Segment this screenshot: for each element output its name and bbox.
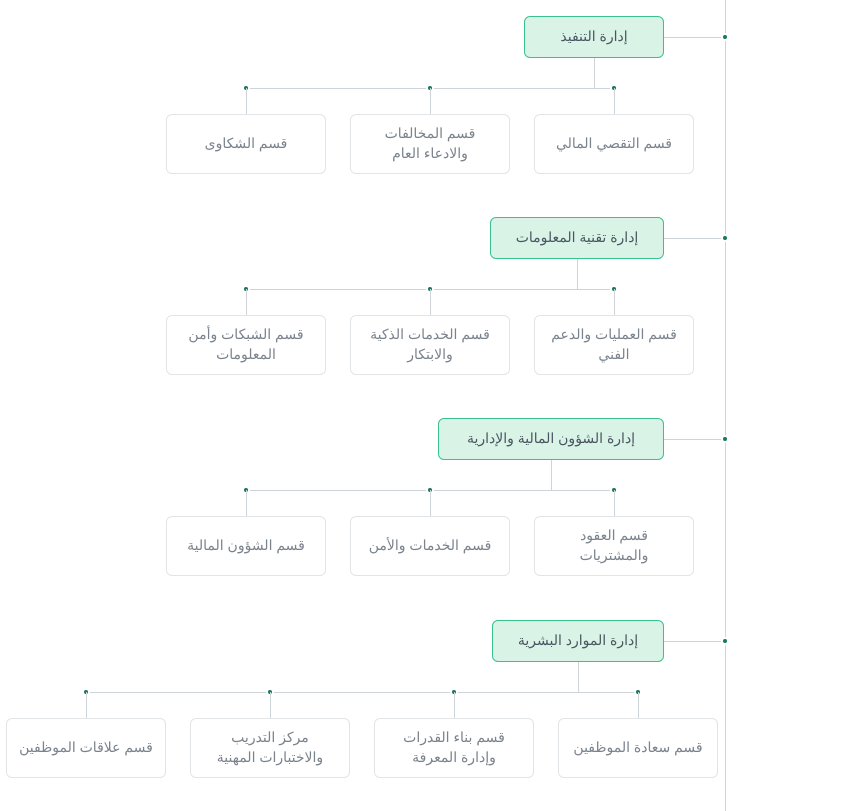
sec-complaints: قسم الشكاوى bbox=[166, 114, 326, 174]
connector-line bbox=[614, 490, 615, 516]
dept-execution: إدارة التنفيذ bbox=[524, 16, 664, 58]
connector-line bbox=[638, 692, 639, 718]
connector-line bbox=[246, 490, 247, 516]
dept-finance-admin: إدارة الشؤون المالية والإدارية bbox=[438, 418, 664, 460]
sec-smart-services: قسم الخدمات الذكية والابتكار bbox=[350, 315, 510, 375]
connector-line bbox=[430, 88, 431, 114]
connector-line bbox=[594, 58, 595, 88]
connector-line bbox=[430, 289, 431, 315]
connector-line bbox=[86, 692, 638, 693]
sec-ops-support: قسم العمليات والدعم الفني bbox=[534, 315, 694, 375]
connector-line bbox=[270, 692, 271, 718]
sec-services-security: قسم الخدمات والأمن bbox=[350, 516, 510, 576]
sec-violations-prosecution: قسم المخالفات والادعاء العام bbox=[350, 114, 510, 174]
dept-hr: إدارة الموارد البشرية bbox=[492, 620, 664, 662]
trunk-dot bbox=[721, 234, 729, 242]
connector-line bbox=[86, 692, 87, 718]
connector-line bbox=[664, 238, 725, 239]
connector-line bbox=[614, 289, 615, 315]
sec-employee-happiness: قسم سعادة الموظفين bbox=[558, 718, 718, 778]
trunk-dot bbox=[721, 435, 729, 443]
connector-line bbox=[246, 88, 247, 114]
trunk-dot bbox=[721, 637, 729, 645]
connector-line bbox=[551, 460, 552, 490]
sec-networks-security: قسم الشبكات وأمن المعلومات bbox=[166, 315, 326, 375]
connector-line bbox=[664, 37, 725, 38]
connector-line bbox=[614, 88, 615, 114]
connector-line bbox=[246, 289, 247, 315]
dept-it: إدارة تقنية المعلومات bbox=[490, 217, 664, 259]
connector-line bbox=[430, 490, 431, 516]
connector-line bbox=[578, 662, 579, 692]
connector-line bbox=[725, 0, 726, 811]
sec-financial-investigation: قسم التقصي المالي bbox=[534, 114, 694, 174]
sec-training-exams: مركز التدريب والاختبارات المهنية bbox=[190, 718, 350, 778]
connector-line bbox=[664, 439, 725, 440]
trunk-dot bbox=[721, 33, 729, 41]
sec-capability-knowledge: قسم بناء القدرات وإدارة المعرفة bbox=[374, 718, 534, 778]
sec-contracts-procurement: قسم العقود والمشتريات bbox=[534, 516, 694, 576]
sec-finance: قسم الشؤون المالية bbox=[166, 516, 326, 576]
sec-employee-relations: قسم علاقات الموظفين bbox=[6, 718, 166, 778]
connector-line bbox=[454, 692, 455, 718]
connector-line bbox=[664, 641, 725, 642]
connector-line bbox=[577, 259, 578, 289]
org-chart: إدارة التنفيذ قسم التقصي المالي قسم المخال… bbox=[0, 0, 860, 811]
